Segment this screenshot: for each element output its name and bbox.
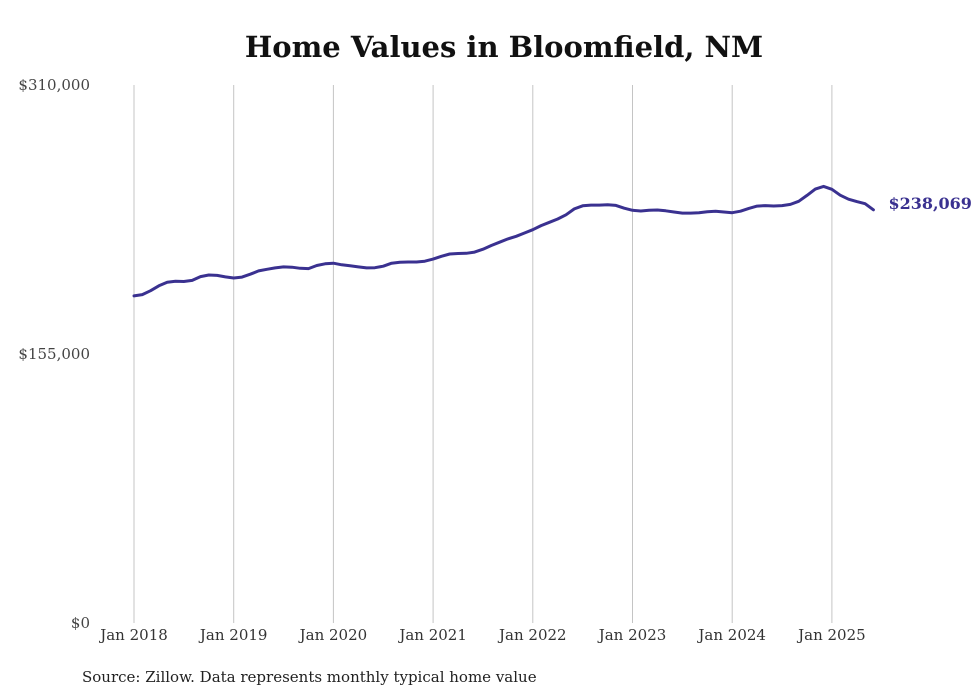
y-axis-ticks: $0 $155,000 $310,000	[18, 76, 90, 632]
y-tick-label: $0	[71, 614, 90, 632]
source-note: Source: Zillow. Data represents monthly …	[82, 668, 537, 686]
x-gridlines	[133, 85, 833, 623]
y-tick-label: $310,000	[18, 76, 90, 94]
x-tick-label: Jan 2025	[796, 626, 866, 644]
x-axis-ticks: Jan 2018 Jan 2019 Jan 2020 Jan 2021 Jan 2022…	[98, 626, 865, 644]
x-tick-label: Jan 2024	[696, 626, 766, 644]
x-tick-label: Jan 2020	[298, 626, 368, 644]
x-tick-label: Jan 2021	[397, 626, 467, 644]
y-tick-label: $155,000	[18, 345, 90, 363]
series-line-home-value	[132, 184, 875, 298]
x-tick-label: Jan 2019	[198, 626, 268, 644]
x-tick-label: Jan 2018	[98, 626, 168, 644]
end-value-label: $238,069	[888, 194, 972, 213]
chart-title: Home Values in Bloomfield, NM	[244, 30, 764, 64]
x-tick-label: Jan 2023	[597, 626, 667, 644]
x-tick-label: Jan 2022	[497, 626, 567, 644]
